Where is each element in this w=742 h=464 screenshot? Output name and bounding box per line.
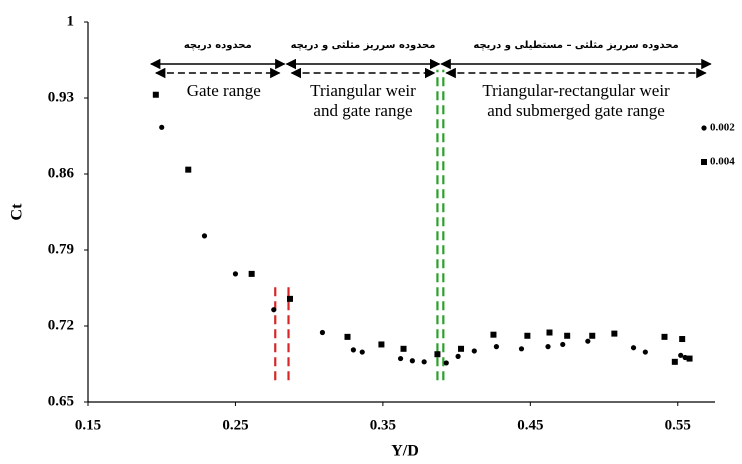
region-label: and gate range bbox=[313, 101, 412, 120]
y-tick-label: 0.72 bbox=[48, 317, 74, 333]
y-tick-label: 0.86 bbox=[48, 165, 75, 181]
y-tick-label: 1 bbox=[67, 13, 75, 29]
legend-marker bbox=[701, 125, 707, 131]
y-tick-label: 0.65 bbox=[48, 393, 74, 409]
x-tick-label: 0.15 bbox=[75, 417, 101, 433]
region-label: Triangular-rectangular weir bbox=[482, 81, 670, 100]
point bbox=[409, 358, 415, 364]
region-label-fa: محدوده سرریز مثلثی و دریچه bbox=[291, 40, 436, 51]
point bbox=[589, 332, 596, 339]
region-label-fa: محدوده دریچه bbox=[184, 40, 252, 51]
point bbox=[518, 346, 525, 352]
point bbox=[201, 233, 208, 239]
point bbox=[378, 341, 385, 348]
point bbox=[350, 347, 356, 353]
point bbox=[421, 359, 427, 365]
point bbox=[397, 355, 404, 362]
point bbox=[611, 330, 618, 337]
region-label-fa: محدوده سرریز مثلثی – مستطیلی و دریچه bbox=[473, 40, 678, 51]
region-label: and submerged gate range bbox=[487, 101, 665, 120]
point bbox=[344, 333, 351, 340]
legend-label: 0.002 bbox=[710, 122, 735, 134]
region-label: Gate range bbox=[187, 81, 261, 100]
x-axis-label: Y/D bbox=[391, 443, 419, 460]
point bbox=[560, 341, 566, 348]
point bbox=[682, 354, 688, 361]
point bbox=[546, 329, 553, 336]
point bbox=[493, 344, 500, 350]
point bbox=[471, 348, 477, 354]
x-tick-label: 0.25 bbox=[222, 417, 248, 433]
point bbox=[524, 332, 531, 339]
point bbox=[455, 353, 461, 359]
point bbox=[443, 360, 449, 366]
point bbox=[679, 336, 686, 343]
point bbox=[185, 166, 192, 173]
x-tick-label: 0.35 bbox=[370, 417, 396, 433]
y-axis-label: Ct bbox=[9, 203, 26, 221]
point bbox=[286, 295, 293, 302]
point bbox=[232, 271, 239, 277]
point bbox=[661, 333, 668, 340]
point bbox=[319, 329, 326, 336]
point bbox=[630, 345, 637, 351]
point bbox=[359, 349, 365, 355]
x-tick-label: 0.55 bbox=[665, 417, 691, 433]
point bbox=[585, 338, 591, 344]
point bbox=[458, 345, 465, 352]
point bbox=[545, 344, 551, 350]
point bbox=[678, 352, 684, 358]
point bbox=[271, 307, 277, 313]
y-tick-label: 0.79 bbox=[48, 241, 74, 257]
point bbox=[671, 358, 678, 365]
legend-label: 0.004 bbox=[710, 156, 735, 168]
legend-marker bbox=[701, 159, 707, 165]
point bbox=[642, 349, 648, 355]
point bbox=[159, 124, 165, 130]
point bbox=[400, 345, 407, 352]
point bbox=[564, 332, 571, 339]
x-tick-label: 0.45 bbox=[517, 417, 543, 433]
point bbox=[248, 270, 255, 277]
region-label: Triangular weir bbox=[310, 81, 416, 100]
y-tick-label: 0.93 bbox=[48, 89, 74, 105]
point bbox=[490, 331, 497, 338]
point bbox=[686, 355, 693, 362]
point bbox=[434, 351, 441, 358]
point bbox=[152, 91, 159, 98]
